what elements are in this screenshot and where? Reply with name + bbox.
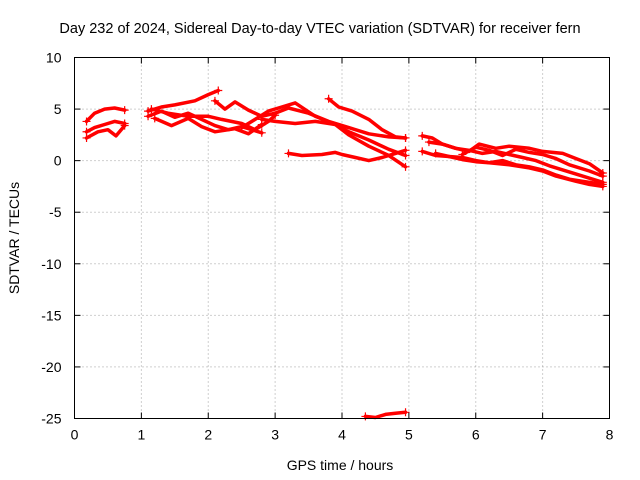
y-tick-label: -5 (49, 204, 62, 220)
data-point-marker (210, 96, 219, 105)
axes-ticks: 0 1 2 3 4 5 6 7 8 -25 -20 -15 -10 -5 0 5 10 (41, 50, 613, 443)
series-line (84, 119, 127, 134)
series-sat-10 (257, 115, 410, 171)
y-axis-label: SDTVAR / TECUs (6, 182, 22, 294)
data-point-marker (598, 180, 607, 189)
series-line (239, 101, 408, 158)
y-tick-label: -10 (41, 256, 61, 272)
data-point-marker (214, 86, 223, 95)
series-line (286, 148, 408, 163)
data-point-marker (324, 94, 333, 103)
data-point-marker (401, 162, 410, 171)
data-point-marker (257, 115, 266, 124)
chart-title: Day 232 of 2024, Sidereal Day-to-day VTE… (59, 21, 580, 37)
data-point-marker (82, 133, 91, 142)
data-point-marker (237, 123, 246, 132)
series-line (460, 145, 605, 178)
x-tick-label: 1 (137, 427, 145, 443)
data-point-marker (401, 133, 410, 142)
data-point-marker (418, 147, 427, 156)
data-point-marker (120, 106, 129, 115)
data-point-marker (424, 138, 433, 147)
series-sat-03 (82, 121, 129, 142)
y-tick-label: -20 (41, 359, 61, 375)
x-tick-label: 5 (405, 427, 413, 443)
data-point-marker (361, 412, 370, 421)
series-line (260, 117, 408, 169)
x-tick-label: 3 (271, 427, 279, 443)
series-line (363, 410, 408, 420)
x-axis-label: GPS time / hours (287, 457, 394, 473)
y-tick-label: -15 (41, 307, 61, 323)
data-point-marker (598, 172, 607, 181)
series-line (213, 99, 408, 140)
series-line (427, 140, 605, 175)
series-line (146, 88, 221, 113)
x-tick-label: 8 (606, 427, 614, 443)
x-tick-label: 6 (472, 427, 480, 443)
data-point-marker (431, 149, 440, 158)
series-sat-12 (284, 146, 410, 163)
series-sat-13 (361, 408, 410, 421)
series-sat-01 (82, 106, 129, 126)
x-tick-label: 2 (204, 427, 212, 443)
data-point-marker (147, 105, 156, 114)
data-point-marker (257, 128, 266, 137)
data-point-marker (120, 121, 129, 130)
x-tick-label: 0 (71, 427, 79, 443)
series-line (84, 123, 127, 140)
y-tick-label: 5 (54, 101, 62, 117)
series-sat-18 (458, 145, 607, 181)
series-sat-11 (324, 94, 410, 142)
data-point-marker (82, 117, 91, 126)
series-sat-08 (210, 96, 410, 142)
data-point-marker (150, 114, 159, 123)
series-line (153, 116, 264, 136)
data-point-marker (144, 112, 153, 121)
data-point-marker (401, 146, 410, 155)
data-point-marker (458, 150, 467, 159)
data-point-marker (418, 131, 427, 140)
series-line (84, 106, 127, 124)
data-point-marker (284, 149, 293, 158)
series-line (326, 97, 408, 140)
plot-series (82, 86, 607, 421)
data-point-marker (401, 408, 410, 417)
x-tick-label: 7 (539, 427, 547, 443)
y-tick-label: -25 (41, 411, 61, 427)
y-tick-label: 10 (46, 50, 62, 66)
x-tick-label: 4 (338, 427, 346, 443)
y-tick-label: 0 (54, 153, 62, 169)
